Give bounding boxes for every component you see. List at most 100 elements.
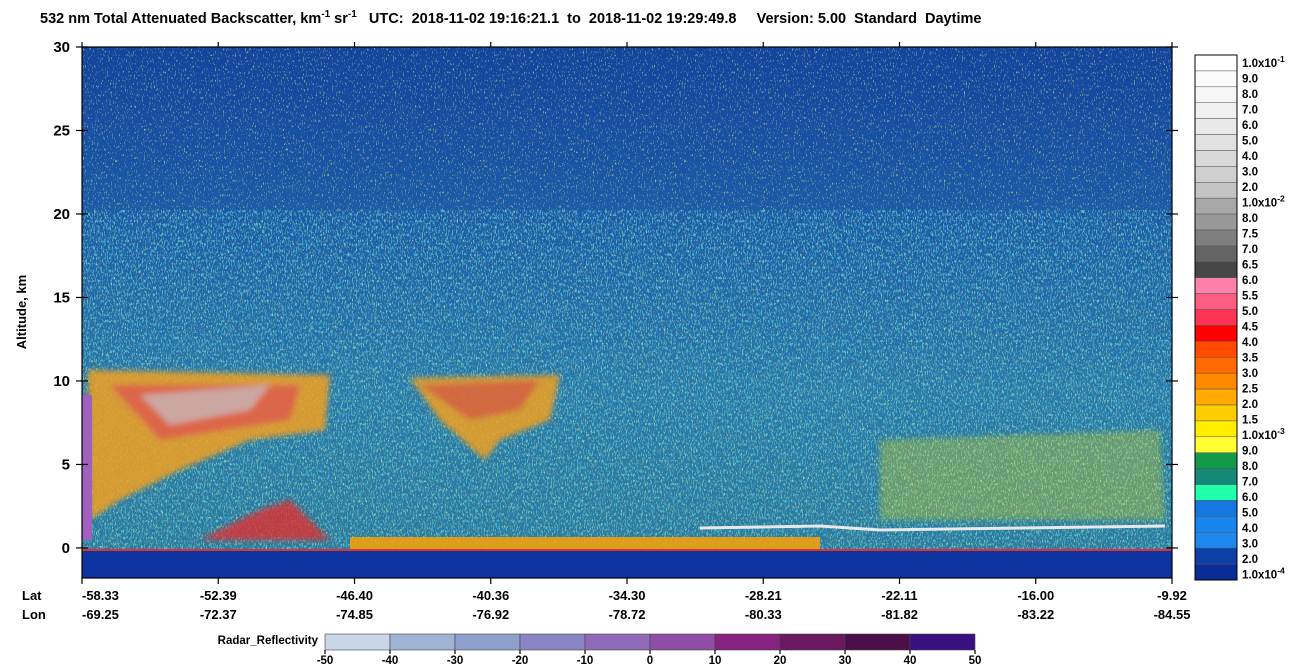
y-tick-label: 5	[62, 456, 70, 473]
lat-tick-label: -52.39	[200, 588, 237, 603]
lat-tick-label: -28.21	[745, 588, 782, 603]
colorbar-label: 1.0x10-4	[1242, 566, 1285, 582]
y-tick-label: 0	[62, 540, 70, 557]
radar-tick-label: 0	[647, 655, 653, 667]
colorbar-label-exp: -2	[1277, 194, 1285, 204]
subtitle: UTC: 2018-11-02 19:16:21.1 to 2018-11-02…	[369, 11, 982, 27]
backscatter-image	[82, 47, 1172, 578]
colorbar-swatch	[1194, 404, 1238, 422]
lon-tick-label: -72.37	[200, 607, 237, 622]
colorbar-label: 7.5	[1242, 229, 1259, 241]
lat-tick-label: -34.30	[609, 588, 646, 603]
lat-label: Lat	[22, 588, 42, 603]
colorbar-label-base: 1.0x10	[1242, 58, 1277, 70]
colorbar-swatch	[1194, 516, 1238, 533]
surface-return	[350, 537, 820, 549]
colorbar-swatch	[1194, 452, 1238, 469]
colorbar-label: 2.0	[1242, 182, 1258, 194]
colorbar-label: 2.5	[1242, 384, 1259, 396]
title-text: 532 nm Total Attenuated Backscatter, km	[40, 11, 321, 27]
colorbar-label: 1.0x10-1	[1242, 54, 1285, 70]
lat-tick-label: -40.36	[472, 588, 509, 603]
colorbar-label: 3.5	[1242, 353, 1259, 365]
colorbar-label: 6.5	[1242, 260, 1259, 272]
colorbar-label: 3.0	[1242, 368, 1258, 380]
colorbar-swatch	[1194, 277, 1238, 294]
lat-tick-label: -9.92	[1157, 588, 1187, 603]
colorbar-label: 4.5	[1242, 322, 1259, 334]
chart-title: 532 nm Total Attenuated Backscatter, km-…	[40, 9, 981, 27]
colorbar-swatch	[1194, 547, 1238, 565]
radar-swatch	[389, 633, 456, 651]
colorbar-swatch	[1194, 213, 1238, 231]
colorbar-swatch	[1194, 182, 1238, 199]
colorbar-swatch	[1194, 341, 1238, 358]
colorbar-label-exp: -4	[1277, 566, 1285, 576]
colorbar-frame	[1194, 54, 1238, 581]
lon-tick-label: -83.22	[1017, 607, 1054, 622]
lon-label: Lon	[22, 607, 46, 622]
colorbar-label-base: 1.0x10	[1242, 198, 1277, 210]
colorbar-swatch	[1194, 388, 1238, 406]
colorbar-label: 1.0x10-3	[1242, 426, 1285, 442]
colorbar-swatch	[1194, 357, 1238, 374]
radar-tick-label: -10	[577, 655, 594, 667]
lon-tick-label: -84.55	[1154, 607, 1191, 622]
y-tick-label: 30	[53, 39, 70, 56]
radar-swatch	[584, 633, 651, 651]
colorbar-label: 8.0	[1242, 89, 1258, 101]
colorbar-swatch	[1194, 118, 1238, 135]
colorbar-swatch	[1194, 70, 1238, 88]
radar-tick-label: -40	[382, 655, 399, 667]
colorbar-label: 7.0	[1242, 244, 1258, 256]
lat-tick-label: -46.40	[336, 588, 373, 603]
colorbar-label: 6.0	[1242, 492, 1258, 504]
colorbar-label-base: 1.0x10	[1242, 430, 1277, 442]
colorbar-swatch	[1194, 245, 1238, 263]
radar-swatch	[714, 633, 781, 651]
radar-swatch	[779, 633, 846, 651]
radar-tick-label: 40	[904, 655, 917, 667]
radar-tick-label: 10	[709, 655, 722, 667]
subsurface	[82, 551, 1172, 578]
y-tick-label: 15	[53, 289, 70, 306]
colorbar-swatch	[1194, 500, 1238, 517]
colorbar-label: 7.0	[1242, 105, 1258, 117]
colorbar-label: 9.0	[1242, 446, 1258, 458]
colorbar-swatch	[1194, 150, 1238, 167]
radar-label: Radar_Reflectivity	[218, 635, 319, 647]
radar-swatch	[454, 633, 521, 651]
colorbar-label: 5.0	[1242, 136, 1258, 148]
y-tick-label: 10	[53, 373, 70, 390]
radar-tick-label: 50	[969, 655, 982, 667]
colorbar-swatch	[1194, 261, 1238, 278]
radar-tick-label: -20	[512, 655, 529, 667]
colorbar-label-exp: -1	[1277, 54, 1285, 64]
colorbar-swatch	[1194, 484, 1238, 501]
radar-swatch	[844, 633, 911, 651]
colorbar-label: 9.0	[1242, 74, 1258, 86]
colorbar-label: 1.5	[1242, 415, 1259, 427]
colorbar-label: 3.0	[1242, 539, 1258, 551]
colorbar-label-exp: -3	[1277, 426, 1285, 436]
colorbar-swatch	[1194, 436, 1238, 453]
colorbar-swatch	[1194, 325, 1238, 342]
colorbar-label: 5.0	[1242, 508, 1258, 520]
colorbar-swatch	[1194, 134, 1238, 151]
lon-tick-label: -80.33	[745, 607, 782, 622]
y-tick-label: 20	[53, 206, 70, 223]
colorbar-label: 2.0	[1242, 399, 1258, 411]
colorbar-label: 6.0	[1242, 120, 1258, 132]
radar-tick-label: 20	[774, 655, 787, 667]
colorbar-label: 5.0	[1242, 306, 1258, 318]
radar-swatch	[909, 633, 976, 651]
colorbar-swatch	[1194, 197, 1238, 215]
clouds	[88, 370, 1165, 540]
lat-tick-label: -22.11	[881, 588, 917, 603]
colorbar-label: 8.0	[1242, 213, 1258, 225]
colorbar-label: 4.0	[1242, 151, 1258, 163]
colorbar-swatch	[1194, 86, 1238, 103]
radar-tick-label: -50	[317, 655, 334, 667]
lat-tick-label: -16.00	[1017, 588, 1054, 603]
